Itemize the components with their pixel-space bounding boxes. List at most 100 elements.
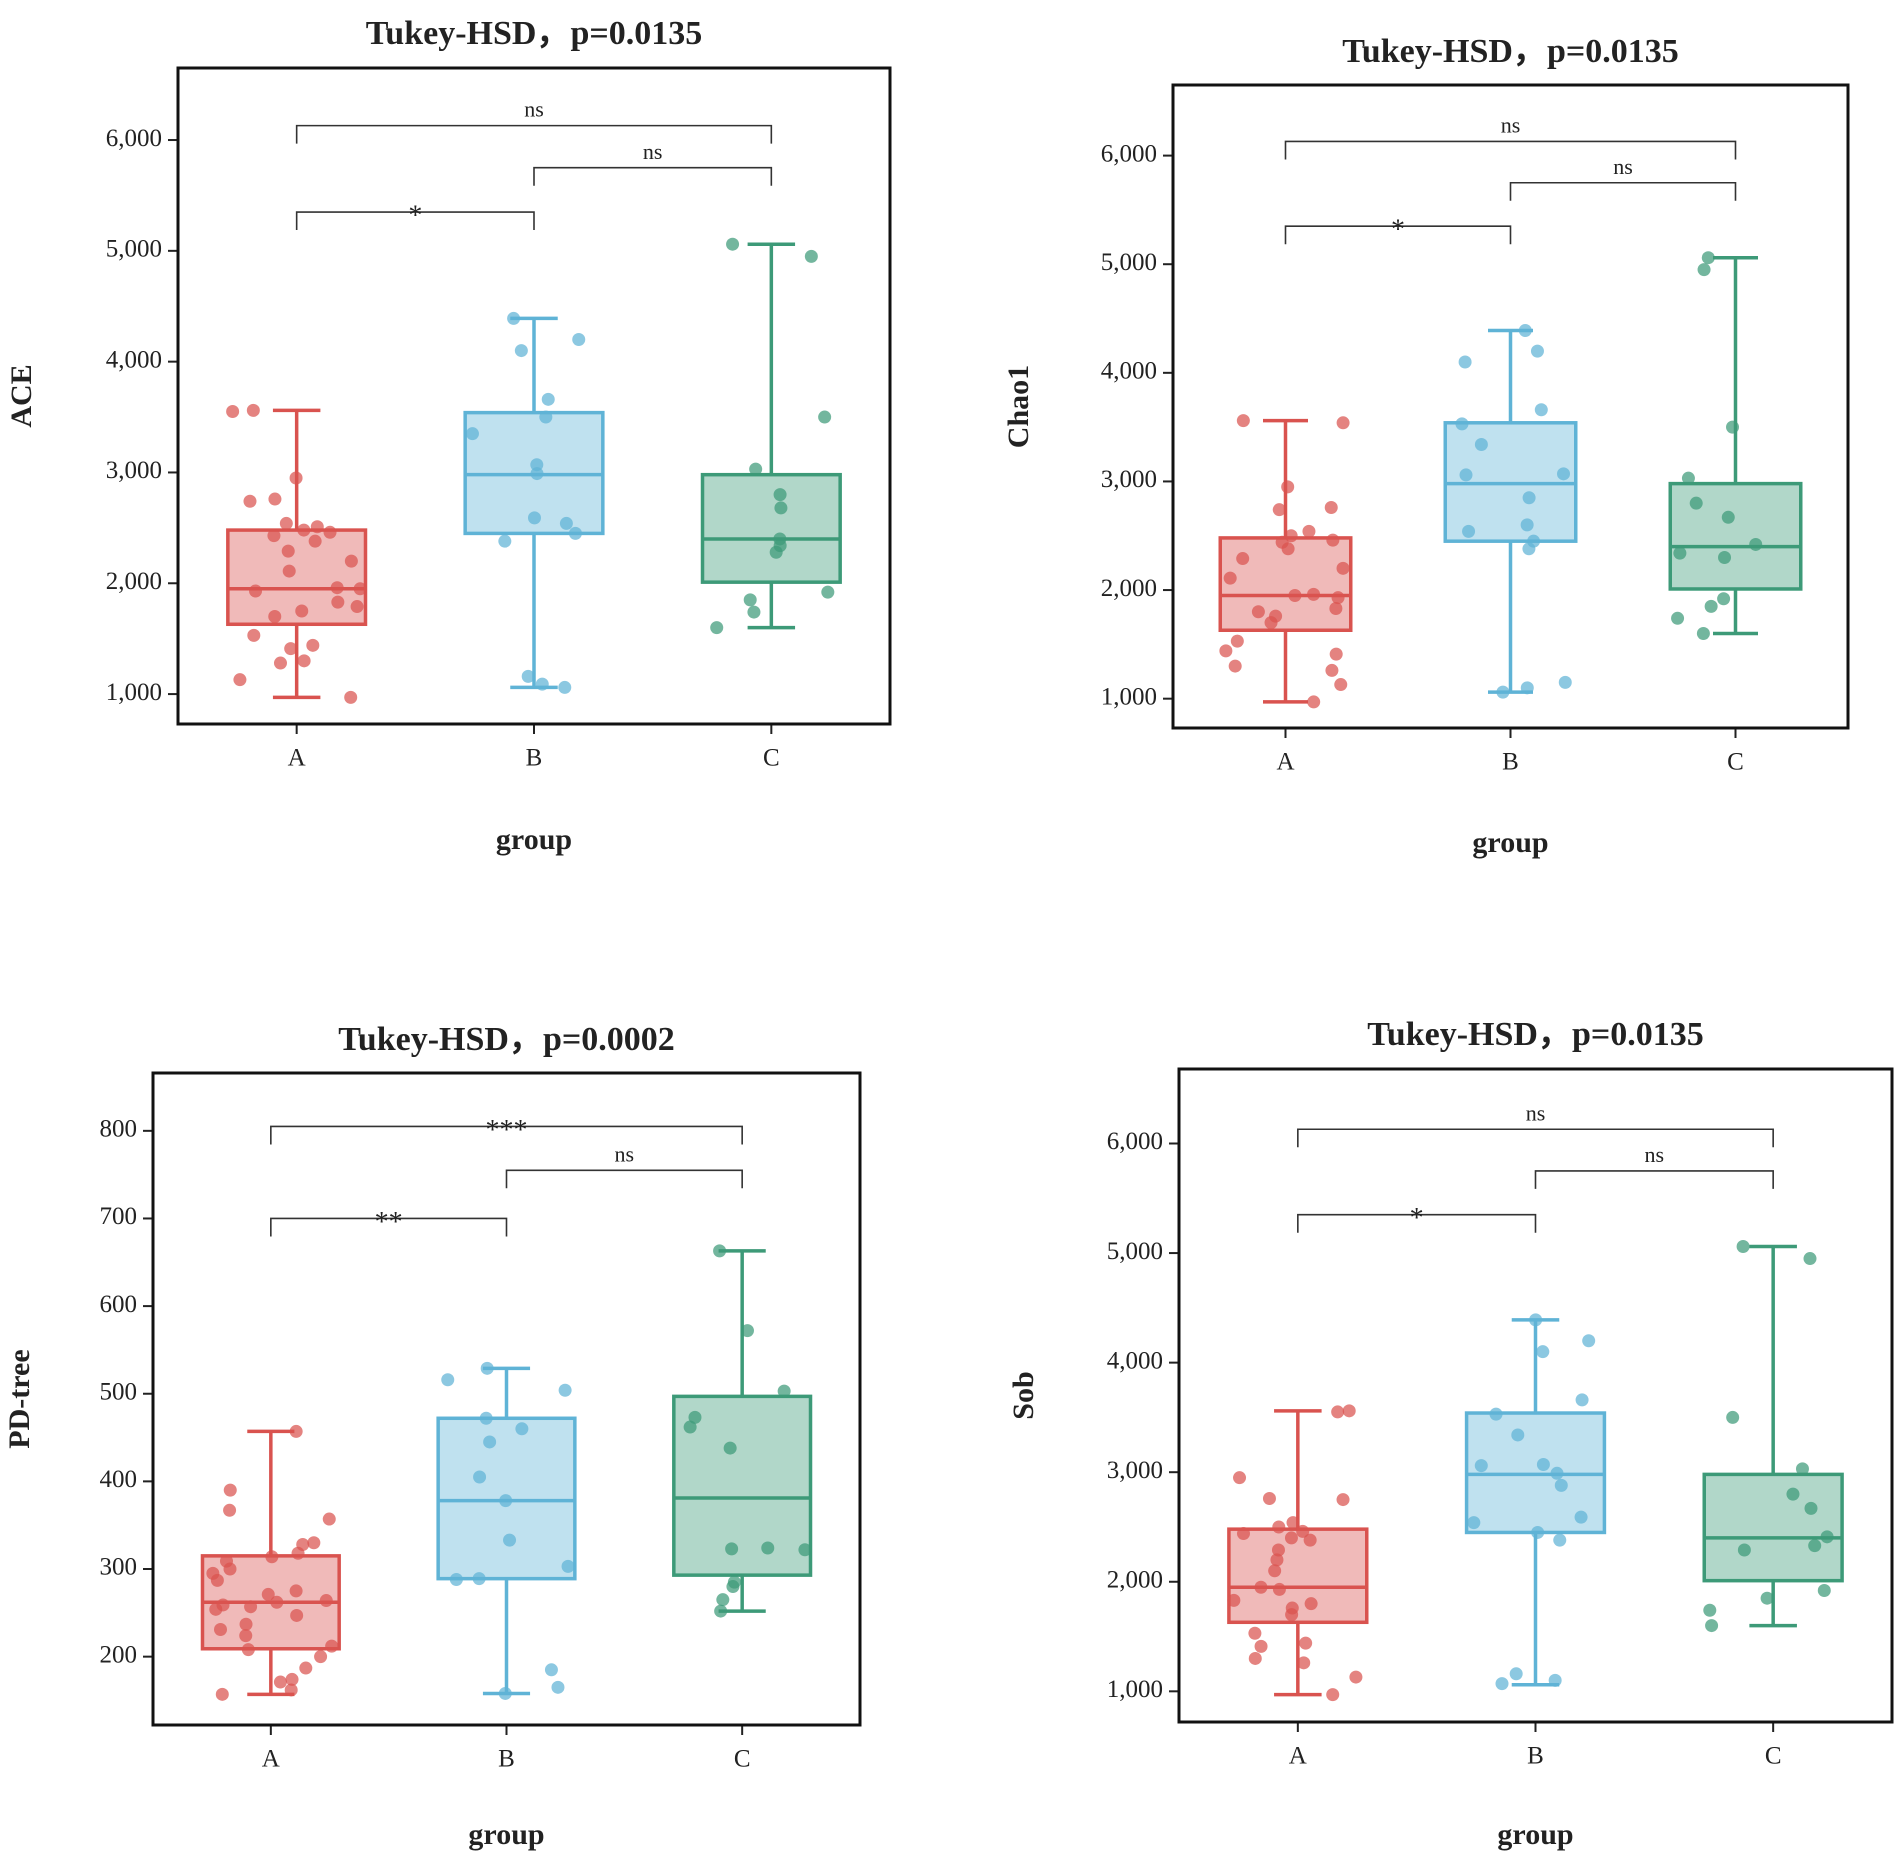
data-point: [1553, 1533, 1567, 1547]
data-point: [267, 529, 281, 543]
bracket-label: *: [408, 200, 422, 231]
data-point: [323, 525, 337, 539]
y-tick-label: 6,000: [1107, 1128, 1163, 1155]
bracket-label: ns: [524, 97, 544, 122]
data-point: [821, 585, 835, 599]
group-b: [1443, 323, 1578, 699]
data-point: [241, 1643, 255, 1657]
data-point: [314, 1650, 328, 1664]
data-point: [1534, 403, 1548, 417]
data-point: [1272, 503, 1286, 517]
x-tick-label: A: [288, 745, 306, 772]
data-point: [310, 520, 324, 534]
data-point: [331, 595, 345, 609]
data-point: [1331, 591, 1345, 605]
y-tick-label: 500: [100, 1378, 138, 1405]
data-point: [1336, 416, 1350, 430]
data-point: [1281, 480, 1295, 494]
data-point: [213, 1622, 227, 1636]
data-point: [558, 680, 572, 694]
data-point: [1236, 414, 1250, 428]
data-point: [1804, 1501, 1818, 1515]
data-point: [499, 1494, 513, 1508]
data-point: [1302, 524, 1316, 538]
data-point: [551, 1680, 565, 1694]
data-point: [1236, 1527, 1250, 1541]
x-tick-label: B: [1527, 1743, 1544, 1770]
bracket-line: [1284, 140, 1737, 160]
data-point: [353, 582, 367, 596]
data-point: [219, 1554, 233, 1568]
y-tick-label: 3,000: [1101, 466, 1157, 493]
chart-title: Tukey-HSD，p=0.0135: [1367, 1016, 1703, 1053]
data-point: [299, 1661, 313, 1675]
bracket-line: [533, 166, 773, 186]
data-point: [1530, 344, 1544, 358]
y-tick-label: 2,000: [1107, 1566, 1163, 1593]
data-point: [561, 1559, 575, 1573]
bracket-line: [1534, 1170, 1774, 1189]
panel-ace: Tukey-HSD，p=0.0135 ACE group 1,000 2,000 3,00…: [5, 15, 892, 856]
data-point: [1529, 1313, 1543, 1327]
data-point: [289, 471, 303, 485]
data-point: [215, 1687, 229, 1701]
data-point: [296, 1537, 310, 1551]
y-axis-label: PD-tree: [3, 1349, 36, 1448]
data-point: [1285, 1601, 1299, 1615]
y-tick-label: 5,000: [1107, 1238, 1163, 1265]
significance-bracket: *: [295, 200, 535, 231]
data-point: [749, 462, 763, 476]
data-point: [1275, 535, 1289, 549]
group-c: [700, 237, 842, 635]
data-point: [480, 1361, 494, 1375]
data-point: [243, 494, 257, 508]
data-point: [1726, 420, 1740, 434]
data-point: [1331, 1405, 1345, 1419]
data-point: [726, 237, 740, 251]
data-point: [1527, 534, 1541, 548]
x-tick-label: A: [1276, 749, 1294, 776]
bracket-label: ns: [643, 139, 663, 164]
data-point: [344, 554, 358, 568]
data-point: [479, 1411, 493, 1425]
data-point: [1671, 611, 1685, 625]
data-point: [1718, 550, 1732, 564]
data-point: [559, 516, 573, 530]
y-tick-label: 1,000: [106, 679, 162, 706]
chart-title: Tukey-HSD，p=0.0135: [1342, 33, 1678, 70]
data-point: [727, 1575, 741, 1589]
data-point: [1233, 1471, 1247, 1485]
data-point: [465, 427, 479, 441]
data-point: [1272, 1582, 1286, 1596]
data-point: [725, 1542, 739, 1556]
data-point: [233, 673, 247, 687]
data-point: [1329, 602, 1343, 616]
data-point: [1219, 644, 1233, 658]
panel-sob: Tukey-HSD，p=0.0135 Sob group 1,000 2,000 3,00…: [1007, 1016, 1894, 1851]
data-point: [1703, 1603, 1717, 1617]
bracket-label: ns: [1645, 1142, 1665, 1167]
data-point: [773, 488, 787, 502]
x-tick-label: C: [1765, 1743, 1782, 1770]
data-point: [279, 516, 293, 530]
data-point: [1522, 491, 1536, 505]
data-point: [1336, 1493, 1350, 1507]
data-point: [530, 458, 544, 472]
bracket-label: ns: [615, 1141, 635, 1166]
bracket-line: [1297, 1128, 1774, 1148]
data-point: [818, 410, 832, 424]
data-point: [683, 1420, 697, 1434]
y-axis-label: Sob: [1007, 1371, 1040, 1419]
bracket-label: ns: [1613, 154, 1633, 179]
data-point: [307, 1536, 321, 1550]
data-point: [716, 1593, 730, 1607]
data-point: [1334, 678, 1348, 692]
y-tick-label: 5,000: [1101, 249, 1157, 276]
data-point: [1736, 1239, 1750, 1253]
y-tick-label: 4,000: [1101, 358, 1157, 385]
data-point: [714, 1604, 728, 1618]
data-point: [1726, 1410, 1740, 1424]
data-point: [572, 332, 586, 346]
y-tick-label: 800: [100, 1116, 138, 1143]
data-point: [539, 410, 553, 424]
